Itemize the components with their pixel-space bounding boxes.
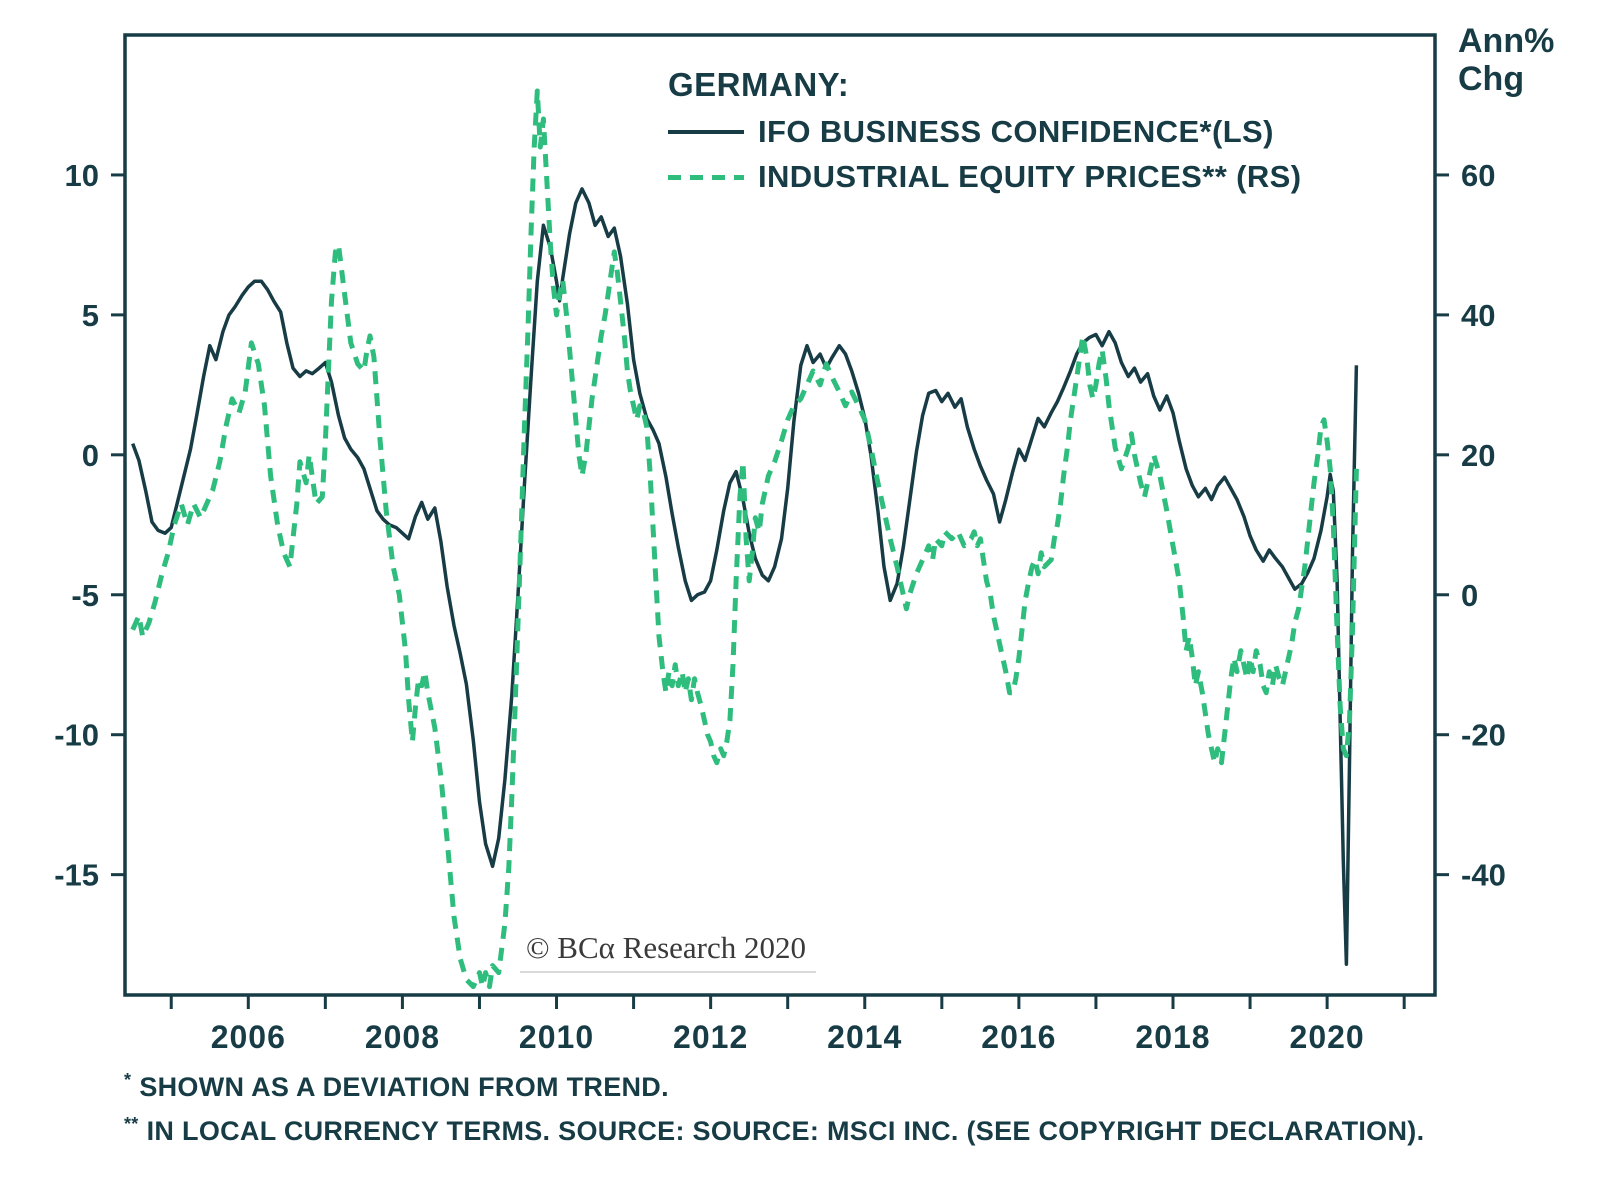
svg-text:2008: 2008 <box>365 1019 440 1055</box>
legend-title: GERMANY: <box>668 66 850 103</box>
legend-item-ifo: IFO BUSINESS CONFIDENCE*(LS) <box>668 114 1302 150</box>
svg-text:10: 10 <box>65 158 99 193</box>
svg-text:2010: 2010 <box>519 1019 594 1055</box>
svg-text:60: 60 <box>1461 158 1495 193</box>
svg-text:-15: -15 <box>54 858 99 893</box>
right-axis-title: Ann% Chg <box>1458 22 1554 98</box>
footnote-1-marker: * <box>124 1070 132 1090</box>
legend-label-ifo: IFO BUSINESS CONFIDENCE*(LS) <box>758 114 1274 149</box>
right-axis-title-line2: Chg <box>1458 60 1525 98</box>
svg-text:2014: 2014 <box>827 1019 902 1055</box>
svg-text:2006: 2006 <box>211 1019 286 1055</box>
svg-text:40: 40 <box>1461 298 1495 333</box>
svg-text:0: 0 <box>82 438 99 473</box>
legend-item-equity: INDUSTRIAL EQUITY PRICES** (RS) <box>668 159 1302 195</box>
watermark: © BCα Research 2020 <box>520 930 816 973</box>
svg-text:2020: 2020 <box>1290 1019 1365 1055</box>
legend-label-equity: INDUSTRIAL EQUITY PRICES** (RS) <box>758 159 1302 194</box>
right-axis-title-line1: Ann% <box>1458 22 1555 60</box>
svg-text:5: 5 <box>82 298 99 333</box>
svg-text:-40: -40 <box>1461 858 1506 893</box>
chart-legend: GERMANY: IFO BUSINESS CONFIDENCE*(LS) IN… <box>668 66 1302 204</box>
svg-text:2012: 2012 <box>673 1019 748 1055</box>
svg-text:0: 0 <box>1461 578 1478 613</box>
dashed-line-swatch-icon <box>668 174 744 180</box>
footnote-2-marker: ** <box>124 1114 139 1134</box>
footnote-2-text: IN LOCAL CURRENCY TERMS. SOURCE: SOURCE:… <box>146 1116 1425 1146</box>
svg-text:2016: 2016 <box>981 1019 1056 1055</box>
svg-text:-20: -20 <box>1461 718 1506 753</box>
footnotes: * SHOWN AS A DEVIATION FROM TREND. ** IN L… <box>124 1062 1424 1150</box>
footnote-2: ** IN LOCAL CURRENCY TERMS. SOURCE: SOURC… <box>124 1106 1424 1150</box>
footnote-1: * SHOWN AS A DEVIATION FROM TREND. <box>124 1062 1424 1106</box>
svg-text:-5: -5 <box>71 578 99 613</box>
svg-text:-10: -10 <box>54 718 99 753</box>
svg-text:20: 20 <box>1461 438 1495 473</box>
footnote-1-text: SHOWN AS A DEVIATION FROM TREND. <box>139 1072 669 1102</box>
svg-text:2018: 2018 <box>1135 1019 1210 1055</box>
solid-line-swatch-icon <box>668 130 744 134</box>
